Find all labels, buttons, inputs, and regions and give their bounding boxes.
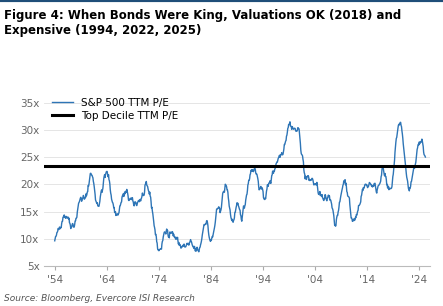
S&P 500 TTM P/E [52, 239, 58, 243]
S&P 500 TTM P/E [196, 250, 202, 254]
S&P 500 TTM P/E [163, 232, 168, 236]
S&P 500 TTM P/E [423, 155, 428, 159]
Text: Source: Bloomberg, Evercore ISI Research: Source: Bloomberg, Evercore ISI Research [4, 294, 195, 303]
Legend: S&P 500 TTM P/E, Top Decile TTM P/E: S&P 500 TTM P/E, Top Decile TTM P/E [48, 94, 183, 125]
S&P 500 TTM P/E [341, 182, 346, 186]
S&P 500 TTM P/E [383, 175, 389, 178]
S&P 500 TTM P/E [169, 231, 174, 234]
Line: S&P 500 TTM P/E: S&P 500 TTM P/E [55, 122, 425, 252]
S&P 500 TTM P/E [303, 177, 308, 181]
S&P 500 TTM P/E [123, 190, 128, 194]
S&P 500 TTM P/E [288, 120, 293, 124]
Text: Figure 4: When Bonds Were King, Valuations OK (2018) and
Expensive (1994, 2022, : Figure 4: When Bonds Were King, Valuatio… [4, 9, 402, 37]
